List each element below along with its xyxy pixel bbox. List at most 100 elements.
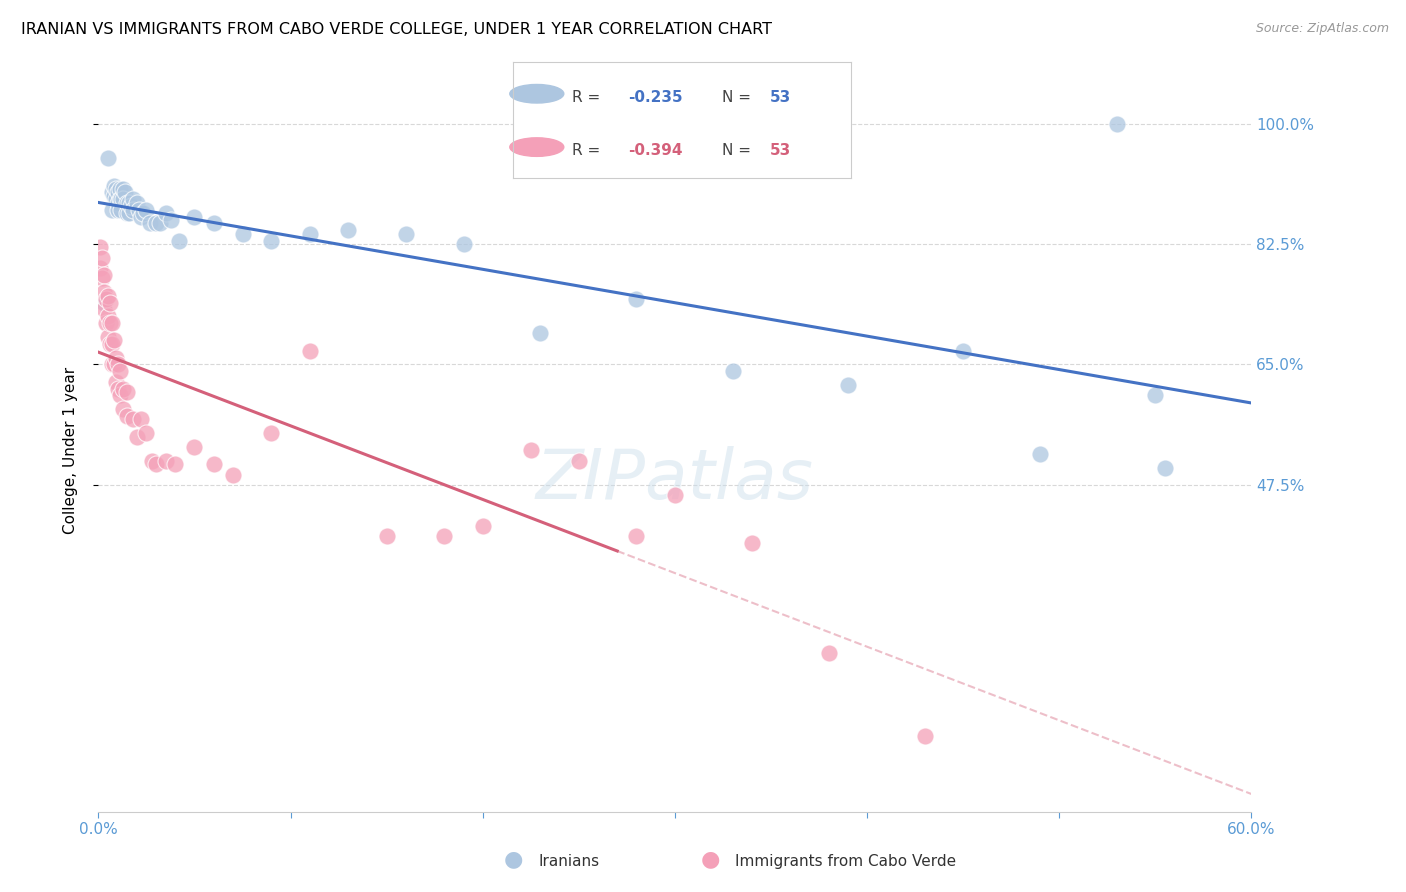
Point [94,316,117,330]
Point [89,261,111,276]
Point [433,529,456,543]
Point [98,336,121,351]
Point [120,199,142,213]
Point [129,210,152,224]
Point [298,343,321,358]
Point [165,457,187,471]
Point [122,192,145,206]
Point [837,378,859,392]
Point [91,251,114,265]
Text: Source: ZipAtlas.com: Source: ZipAtlas.com [1256,22,1389,36]
Point [183,440,205,454]
Point [626,529,648,543]
Point [155,454,177,468]
Point [471,519,494,533]
Point [112,402,135,417]
Point [114,186,136,200]
Point [131,206,153,220]
Point [1144,388,1167,402]
Point [155,206,177,220]
Point [97,151,120,165]
Point [125,195,148,210]
Point [145,457,167,471]
Point [101,186,124,200]
Point [104,375,127,389]
Text: N =: N = [723,143,756,158]
Point [167,234,190,248]
Point [104,351,127,365]
Point [817,647,839,661]
Point [520,443,543,458]
Point [117,195,139,210]
Point [104,182,127,196]
Point [395,227,418,241]
Point [260,426,283,441]
Point [110,192,132,206]
Point [141,454,163,468]
Text: -0.235: -0.235 [628,90,682,104]
Point [149,216,172,230]
Point [122,412,145,426]
Text: ●: ● [503,849,523,869]
Point [626,292,648,306]
Point [139,216,162,230]
Point [112,192,135,206]
Point [183,210,205,224]
Point [98,316,121,330]
Point [108,192,131,206]
Point [97,288,120,302]
Text: IRANIAN VS IMMIGRANTS FROM CABO VERDE COLLEGE, UNDER 1 YEAR CORRELATION CHART: IRANIAN VS IMMIGRANTS FROM CABO VERDE CO… [21,22,772,37]
Point [93,295,115,310]
Point [721,364,744,378]
Point [568,454,591,468]
Point [112,382,135,396]
Point [298,227,321,241]
Point [97,330,120,344]
Point [122,202,145,217]
Point [117,384,139,399]
Point [664,488,686,502]
Point [952,343,974,358]
Point [135,202,157,217]
Point [914,729,936,743]
Point [108,388,131,402]
Circle shape [510,137,564,156]
Text: 53: 53 [769,90,792,104]
Point [101,202,124,217]
Point [160,213,183,227]
Point [93,268,115,282]
Text: ●: ● [700,849,720,869]
Point [117,206,139,220]
Point [103,358,125,372]
Point [108,182,131,196]
Point [91,271,114,285]
Point [107,358,129,372]
Point [103,178,125,193]
Point [110,202,132,217]
Point [101,316,124,330]
Point [128,202,150,217]
Point [98,295,121,310]
Point [107,186,129,200]
Point [337,223,360,237]
Point [118,206,141,220]
Text: 53: 53 [769,143,792,158]
Point [101,336,124,351]
Point [103,334,125,348]
Point [107,202,129,217]
Point [741,536,763,550]
Point [103,189,125,203]
Point [93,285,115,300]
Point [129,412,152,426]
Point [375,529,398,543]
Text: N =: N = [723,90,756,104]
Point [529,326,551,341]
Point [1029,447,1052,461]
Point [202,216,225,230]
Point [145,216,167,230]
Y-axis label: College, Under 1 year: College, Under 1 year [63,367,77,534]
Point [135,426,157,441]
Point [97,310,120,324]
Point [89,240,111,254]
Point [117,409,139,423]
